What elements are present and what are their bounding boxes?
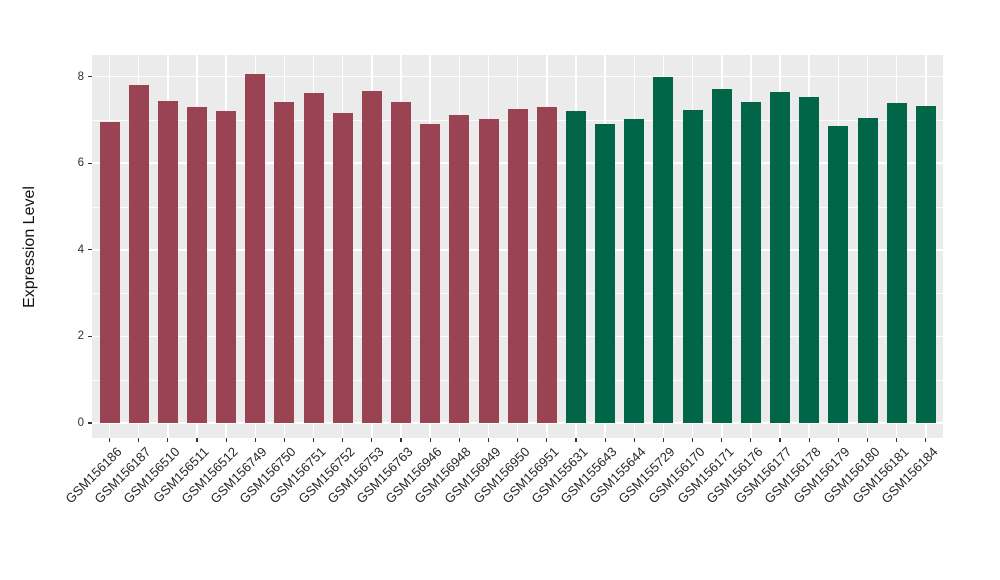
x-tick-mark	[371, 438, 373, 442]
bar-GSM156177	[770, 92, 791, 423]
bar-GSM156753	[361, 91, 382, 423]
x-tick-mark	[837, 438, 839, 442]
bar-GSM156181	[886, 103, 907, 423]
x-tick-mark	[750, 438, 752, 442]
x-tick-mark	[342, 438, 344, 442]
x-tick-mark	[517, 438, 519, 442]
y-tick-mark	[88, 335, 92, 337]
x-tick-mark	[546, 438, 548, 442]
y-tick-label: 0	[77, 417, 84, 429]
x-tick-mark	[633, 438, 635, 442]
x-tick-mark	[866, 438, 869, 442]
x-tick-mark	[196, 438, 198, 442]
bar-GSM156750	[274, 101, 295, 423]
x-tick-mark	[254, 438, 256, 442]
bar-GSM156946	[420, 124, 441, 423]
y-tick-label: 4	[77, 243, 84, 256]
bar-GSM156949	[478, 119, 499, 423]
bar-GSM156178	[799, 97, 820, 423]
bar-GSM156948	[449, 115, 470, 423]
x-tick-mark	[458, 438, 460, 442]
bar-GSM156950	[507, 109, 528, 423]
x-tick-mark	[925, 438, 927, 442]
bar-GSM156186	[99, 122, 120, 423]
bar-GSM156179	[828, 125, 849, 423]
x-tick-mark	[283, 438, 286, 442]
bar-GSM156184	[915, 106, 936, 423]
bar-GSM156951	[536, 106, 557, 423]
x-tick-mark	[575, 438, 577, 442]
bar-GSM156752	[332, 112, 353, 423]
bar-GSM155631	[565, 110, 586, 423]
bar-GSM156510	[157, 101, 178, 423]
x-tick-mark	[225, 438, 227, 442]
x-tick-mark	[400, 438, 402, 442]
x-tick-mark	[108, 438, 111, 442]
y-tick-label: 6	[77, 157, 84, 170]
bar-GSM156512	[216, 110, 237, 423]
bar-GSM156751	[303, 93, 324, 423]
bar-GSM156187	[128, 85, 149, 423]
x-tick-mark	[604, 438, 606, 442]
bar-GSM156749	[245, 74, 266, 423]
bar-GSM155644	[624, 119, 645, 423]
bar-GSM156171	[711, 89, 732, 423]
x-tick-mark	[721, 438, 723, 442]
bar-GSM156763	[391, 102, 412, 423]
y-tick-mark	[88, 249, 92, 251]
y-tick-mark	[88, 162, 92, 164]
x-tick-mark	[808, 438, 810, 442]
bar-GSM156176	[740, 101, 761, 423]
x-tick-mark	[167, 438, 169, 442]
x-tick-mark	[487, 438, 490, 442]
y-tick-mark	[88, 422, 92, 424]
x-tick-mark	[662, 438, 665, 442]
bar-GSM156511	[186, 106, 207, 423]
x-tick-mark	[896, 438, 898, 442]
bar-GSM156170	[682, 110, 703, 423]
x-tick-mark	[429, 438, 431, 442]
y-tick-label: 8	[77, 70, 84, 83]
x-tick-mark	[312, 438, 315, 442]
bar-GSM155729	[653, 76, 674, 423]
x-tick-mark	[138, 438, 140, 442]
x-tick-mark	[779, 438, 781, 442]
bar-GSM156180	[857, 118, 878, 423]
plot-panel	[92, 55, 943, 438]
y-tick-label: 2	[77, 330, 84, 343]
bar-GSM155643	[595, 124, 616, 423]
y-tick-mark	[88, 76, 92, 78]
x-tick-mark	[692, 438, 694, 442]
